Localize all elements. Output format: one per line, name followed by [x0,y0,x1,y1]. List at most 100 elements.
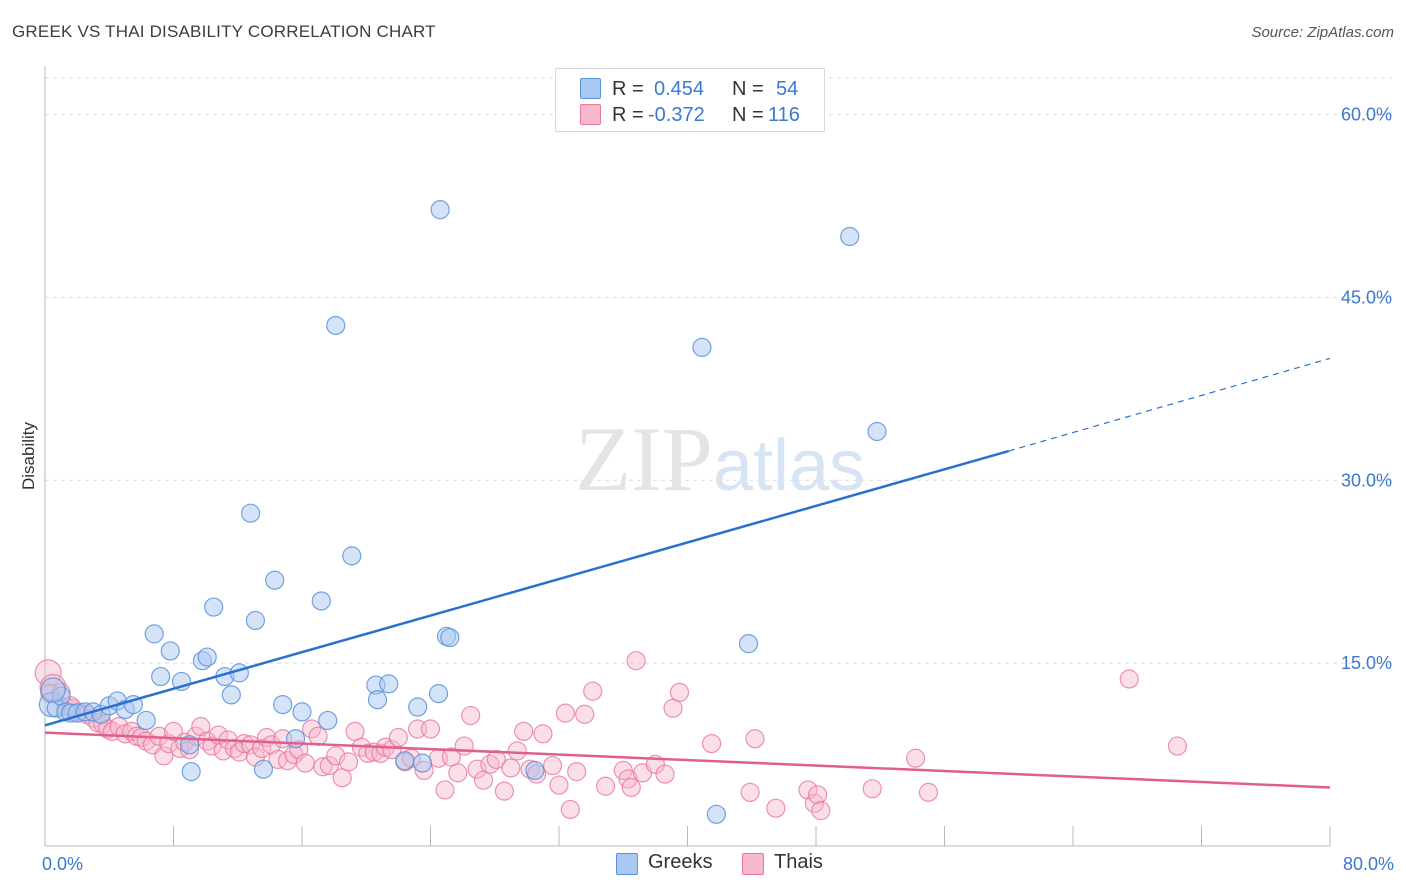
greek-point [318,710,338,731]
watermark-atlas: atlas [713,426,865,506]
y-tick-label: 45.0% [1341,287,1392,307]
greeks-points [38,200,887,824]
thai-point [234,733,254,754]
thai-point [507,741,527,761]
y-tick-label: 60.0% [1341,105,1392,125]
greek-point [179,735,200,755]
thai-point [626,651,646,671]
thai-point [308,726,328,746]
thai-point [808,785,828,805]
thai-point [461,705,481,726]
thais-r-label: R = [612,104,644,126]
thai-point [154,746,174,766]
thai-point [766,798,786,818]
trend-lines [44,357,1331,789]
greek-point [840,226,860,247]
thai-point [575,704,595,724]
greek-point [151,666,171,687]
greek-point [245,610,266,631]
greek-point [428,684,449,704]
greek-point [273,694,293,715]
thai-point [1119,669,1139,689]
greek-point [395,751,415,771]
x-tick-label: 0.0% [42,854,83,874]
thai-point [501,758,521,778]
greek-point [412,753,433,773]
watermark: ZIPatlas [575,408,865,510]
greek-point [265,570,285,590]
chart-source: Source: ZipAtlas.com [1251,24,1394,41]
thai-point [302,719,322,739]
thai-point [701,733,722,754]
thai-point [595,776,616,796]
greeks-legend-swatch [616,853,638,875]
greeks-trend-line [44,449,1010,727]
greek-point [706,804,727,824]
thai-point [669,682,690,703]
thai-point [448,763,468,783]
legend-item-thais: Thais [742,851,842,877]
grid-lines [45,77,1392,664]
greek-point [440,627,460,648]
greek-point [342,546,362,566]
greek-point [311,591,331,611]
thai-point [918,782,939,802]
thai-point [549,775,569,795]
thai-point [1167,736,1188,756]
greek-point [253,759,274,779]
greek-point [285,729,306,749]
thais-swatch [580,104,601,125]
thai-point [811,801,831,821]
thai-point [420,719,441,739]
greeks-swatch [580,78,601,99]
greek-point [160,641,180,661]
thai-point [467,759,487,779]
thai-point [533,724,553,744]
greek-point [197,647,217,667]
thai-point [338,752,359,772]
thai-point [382,740,402,760]
thai-point [514,721,534,742]
greek-point [326,315,346,336]
tick-labels: 15.0% 30.0% 45.0% 60.0% 0.0% 80.0% [42,105,1394,874]
greek-point [408,697,428,717]
greeks-r-label: R = [612,78,644,100]
thai-point [621,777,641,798]
thais-legend-label: Thais [774,851,823,873]
y-tick-label: 15.0% [1341,653,1392,673]
thais-n-label: N = [732,104,764,126]
thai-point [213,741,233,761]
watermark-zip: ZIP [575,408,713,510]
x-tick-label: 80.0% [1343,854,1394,874]
thai-point [542,755,563,776]
greek-point [292,702,312,722]
greek-point [367,690,388,710]
greeks-legend-label: Greeks [648,851,713,873]
greeks-n-value: 54 [776,78,799,100]
thai-point [319,755,339,776]
greek-point [738,634,759,654]
thai-point [313,757,333,777]
greek-point [379,674,399,694]
thais-legend-swatch [742,853,764,875]
thai-point [555,703,576,723]
greeks-r-value: 0.454 [654,78,705,100]
thai-point [494,781,514,801]
thai-point [740,782,760,802]
greek-point [181,762,201,782]
axes [44,66,1331,847]
greek-point [430,200,450,220]
greek-point [136,710,156,731]
thai-point [388,727,408,748]
greeks-n-label: N = [732,78,764,100]
thai-point [862,779,882,799]
y-axis-label: Disability [19,421,38,490]
thai-point [583,681,603,701]
greek-point [204,597,224,617]
thai-point [655,764,675,784]
thais-n-value: 116 [768,104,800,126]
greek-point [221,685,241,705]
chart-title: GREEK VS THAI DISABILITY CORRELATION CHA… [12,22,436,41]
thai-point [745,729,765,749]
greek-point [241,503,261,523]
